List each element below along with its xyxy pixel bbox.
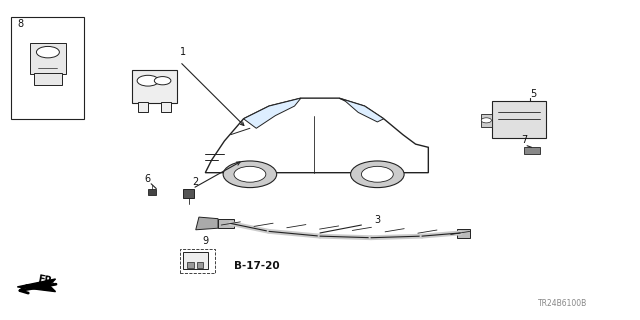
Polygon shape (205, 98, 428, 173)
Circle shape (223, 161, 276, 188)
Circle shape (36, 46, 60, 58)
Bar (524, 147, 540, 154)
Circle shape (137, 75, 159, 86)
Text: TR24B6100B: TR24B6100B (538, 299, 587, 308)
Circle shape (154, 76, 171, 85)
Text: FR.: FR. (36, 274, 56, 287)
Polygon shape (196, 217, 218, 230)
Circle shape (351, 161, 404, 188)
Bar (161, 102, 171, 112)
Text: 6: 6 (145, 174, 151, 184)
Text: B-17-20: B-17-20 (234, 261, 280, 271)
Circle shape (481, 118, 492, 123)
Bar (218, 219, 234, 228)
Text: 5: 5 (531, 89, 536, 99)
Circle shape (362, 166, 394, 182)
Text: 1: 1 (180, 47, 186, 57)
Bar (11, 17, 84, 119)
Bar (457, 229, 470, 238)
Bar (188, 261, 194, 268)
Bar (492, 101, 546, 138)
Bar (30, 43, 66, 74)
Polygon shape (339, 98, 384, 122)
Circle shape (234, 166, 266, 182)
Bar (180, 249, 215, 273)
Text: 8: 8 (17, 19, 24, 29)
Text: 7: 7 (521, 134, 527, 145)
Polygon shape (244, 98, 301, 128)
Text: 2: 2 (193, 177, 199, 188)
Bar (481, 114, 492, 127)
Bar (197, 261, 204, 268)
Bar (183, 252, 209, 269)
Text: 3: 3 (374, 215, 380, 226)
Text: 9: 9 (202, 236, 208, 246)
Bar (138, 102, 148, 112)
Bar (148, 189, 156, 195)
Bar (34, 73, 62, 85)
Bar (183, 189, 195, 198)
Bar (132, 69, 177, 103)
Polygon shape (17, 279, 56, 292)
